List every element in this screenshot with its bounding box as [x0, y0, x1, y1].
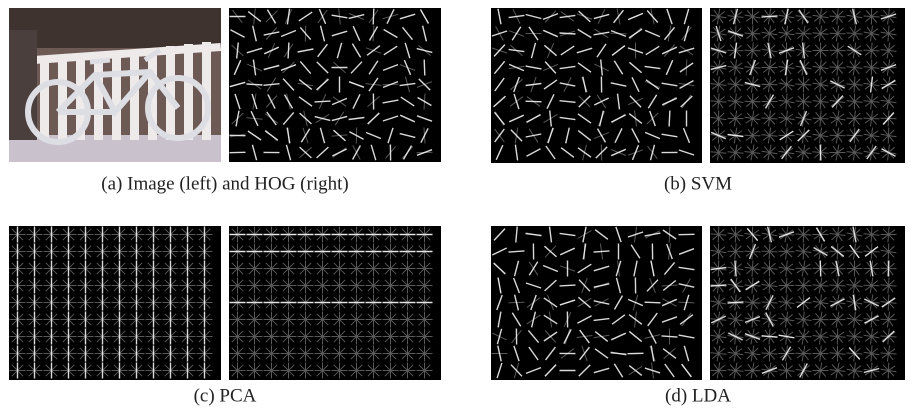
- caption: (a) Image (left) and HOG (right): [101, 173, 348, 194]
- photo-shadow: [9, 8, 221, 48]
- figure: (a) Image (left) and HOG (right) (b) SVM…: [0, 0, 915, 409]
- hog-panel: [491, 8, 702, 163]
- caption: (c) PCA: [194, 385, 257, 406]
- bike-photo: [9, 8, 221, 162]
- caption: (d) LDA: [665, 385, 731, 406]
- caption: (b) SVM: [664, 173, 732, 194]
